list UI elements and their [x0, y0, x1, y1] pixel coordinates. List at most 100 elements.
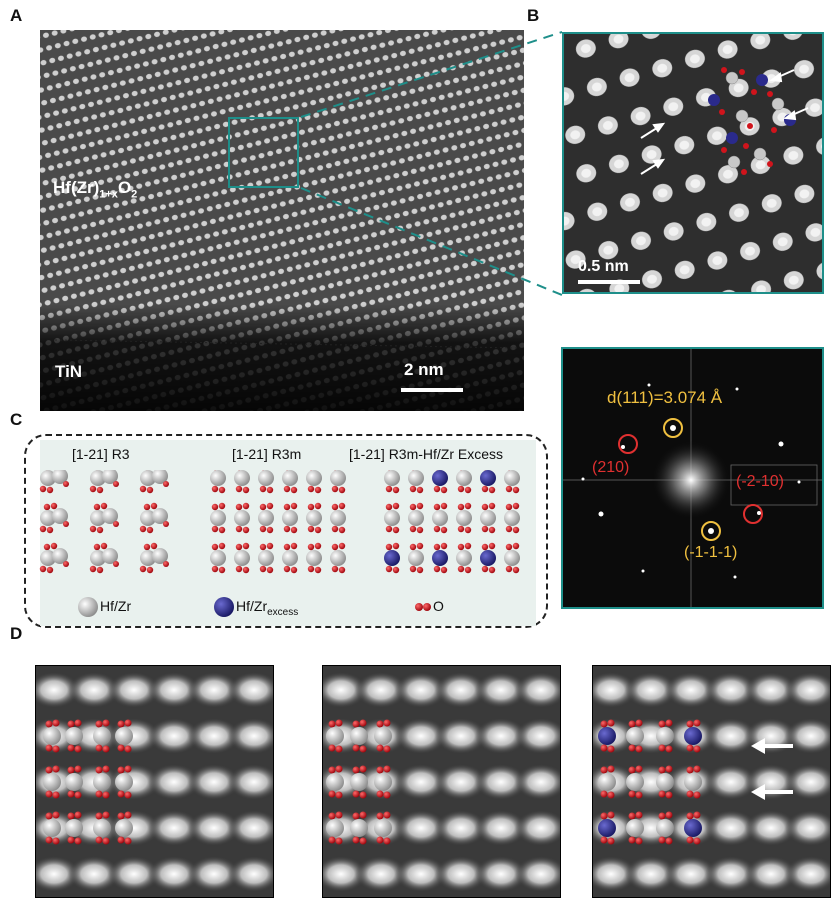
oxygen-atom [95, 744, 103, 752]
oxygen-atom [635, 837, 643, 845]
oxygen-atom [67, 790, 75, 798]
hf-zr-atom [408, 510, 424, 526]
oxygen-atom [665, 811, 673, 819]
simulated-column [705, 856, 757, 892]
model-r3 [39, 470, 169, 574]
oxygen-atom [314, 486, 322, 494]
oxygen-atom [658, 790, 666, 798]
hf-zr-atom [432, 510, 448, 526]
oxygen-atom [139, 565, 147, 573]
hf-zr-excess-atom [684, 727, 702, 745]
haadf-image-a [40, 30, 524, 411]
oxygen-atom [50, 502, 58, 510]
oxygen-atom [512, 486, 520, 494]
simulated-column [36, 856, 80, 892]
oxygen-atom [338, 542, 346, 550]
oxygen-atom [505, 485, 513, 493]
oxygen-atom [259, 503, 267, 511]
oxygen-atom [693, 811, 701, 819]
oxygen-atom [63, 561, 69, 567]
structure-models-svg [39, 470, 520, 574]
oxygen-atom [139, 525, 147, 533]
hf-zr-atom [306, 510, 322, 526]
oxygen-atom [242, 502, 250, 510]
oxygen-atom [457, 503, 465, 511]
simulated-column [665, 856, 717, 892]
oxygen-atom [89, 565, 97, 573]
oxygen-atom [117, 790, 125, 798]
oxygen-atom [39, 565, 47, 573]
oxygen-atom [693, 837, 701, 845]
oxygen-atom [635, 811, 643, 819]
simulated-column [625, 856, 677, 892]
oxygen-atom [385, 503, 393, 511]
structure-title-r3m: [1-21] R3m [232, 446, 302, 462]
oxygen-atom [67, 836, 75, 844]
oxygen-atom [45, 836, 53, 844]
oxygen-atom [488, 542, 496, 550]
simulated-column [68, 856, 120, 892]
oxygen-atom [45, 766, 53, 774]
oxygen-atom [117, 836, 125, 844]
oxygen-atom [383, 765, 391, 773]
hf-zr-atom [374, 819, 392, 837]
oxygen-atom [266, 542, 274, 550]
hf-zr-atom [656, 773, 674, 791]
hf-zr-excess-atom [598, 819, 616, 837]
oxygen-atom [163, 561, 169, 567]
oxygen-atom [314, 502, 322, 510]
hf-zr-atom [384, 470, 400, 486]
oxygen-atom [52, 811, 60, 819]
oxygen-atom [392, 502, 400, 510]
oxygen-atom [39, 485, 47, 493]
oxygen-atom [117, 812, 125, 820]
oxygen-atom [383, 745, 391, 753]
oxygen-atom [457, 565, 465, 573]
oxygen-atom [259, 565, 267, 573]
oxygen-atom [686, 812, 694, 820]
oxygen-atom [283, 503, 291, 511]
hf-zr-atom [384, 510, 400, 526]
oxygen-atom [376, 790, 384, 798]
simulated-column [625, 672, 677, 708]
oxygen-atom [352, 836, 360, 844]
oxygen-atom [481, 525, 489, 533]
oxygen-atom [416, 526, 424, 534]
oxygen-atom [338, 502, 346, 510]
simulated-column [475, 856, 527, 892]
simulated-column [108, 672, 160, 708]
oxygen-atom [600, 790, 608, 798]
oxygen-atom [335, 719, 343, 727]
panel-label-b: B [527, 6, 540, 25]
oxygen-atom [143, 503, 151, 511]
oxygen-atom [307, 485, 315, 493]
hf-zr-atom [330, 510, 346, 526]
oxygen-atom [409, 485, 417, 493]
oxygen-atom [67, 744, 75, 752]
oxygen-atom [235, 525, 243, 533]
oxygen-atom [74, 765, 82, 773]
oxygen-atom [635, 791, 643, 799]
oxygen-atom [481, 503, 489, 511]
simulated-column [705, 810, 757, 846]
hf-zr-atom [140, 550, 156, 566]
oxygen-atom [74, 837, 82, 845]
oxygen-atom [635, 719, 643, 727]
oxygen-atom [658, 720, 666, 728]
oxygen-atom [113, 481, 119, 487]
hf-zr-atom [234, 550, 250, 566]
hf-zr-excess-atom [684, 819, 702, 837]
oxygen-atom [607, 765, 615, 773]
simulated-column [395, 764, 447, 800]
hf-zr-atom [282, 510, 298, 526]
oxygen-atom [433, 485, 441, 493]
oxygen-atom [376, 720, 384, 728]
simulated-column [228, 810, 273, 846]
oxygen-atom [67, 812, 75, 820]
oxygen-atom [218, 502, 226, 510]
oxygen-atom [505, 525, 513, 533]
oxygen-atom [488, 486, 496, 494]
hf-zr-excess-atom [432, 470, 448, 486]
oxygen-atom [383, 719, 391, 727]
